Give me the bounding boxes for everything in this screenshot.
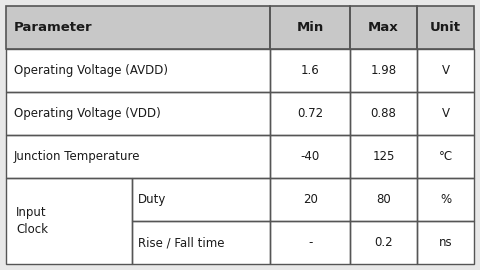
Bar (6, 178, 132, 264)
Bar (350, 6, 417, 49)
Bar (270, 178, 350, 221)
Text: Parameter: Parameter (14, 21, 92, 34)
Bar (6, 49, 270, 92)
Bar (417, 6, 474, 49)
Text: %: % (440, 193, 451, 206)
Text: Duty: Duty (138, 193, 166, 206)
Text: 1.98: 1.98 (371, 64, 396, 77)
Bar (132, 221, 270, 264)
Text: Max: Max (368, 21, 399, 34)
Bar (6, 6, 270, 49)
Bar (417, 221, 474, 264)
Bar (132, 221, 270, 264)
Bar (270, 6, 350, 49)
Text: V: V (442, 64, 450, 77)
Bar (270, 135, 350, 178)
Bar (270, 221, 350, 264)
Bar (417, 92, 474, 135)
Bar (417, 221, 474, 264)
Bar (270, 6, 350, 49)
Bar (132, 178, 270, 221)
Bar (417, 135, 474, 178)
Text: Unit: Unit (430, 21, 461, 34)
Text: V: V (442, 107, 450, 120)
Bar (417, 135, 474, 178)
Text: 0.72: 0.72 (297, 107, 324, 120)
Text: Input
Clock: Input Clock (16, 206, 48, 236)
Bar (417, 49, 474, 92)
Bar (270, 92, 350, 135)
Text: 0.88: 0.88 (371, 107, 396, 120)
Text: 80: 80 (376, 193, 391, 206)
Bar (350, 92, 417, 135)
Bar (270, 178, 350, 221)
Text: 20: 20 (303, 193, 318, 206)
Bar (270, 92, 350, 135)
Bar (350, 135, 417, 178)
Text: Junction Temperature: Junction Temperature (14, 150, 140, 163)
Text: Min: Min (297, 21, 324, 34)
Bar (417, 178, 474, 221)
Bar (6, 135, 270, 178)
Bar (350, 178, 417, 221)
Bar (417, 6, 474, 49)
Bar (350, 49, 417, 92)
Bar (6, 178, 132, 264)
Text: Operating Voltage (VDD): Operating Voltage (VDD) (14, 107, 160, 120)
Bar (6, 92, 270, 135)
Bar (270, 135, 350, 178)
Bar (350, 6, 417, 49)
Bar (270, 49, 350, 92)
Bar (417, 92, 474, 135)
Text: 0.2: 0.2 (374, 236, 393, 249)
Bar (350, 135, 417, 178)
Text: 125: 125 (372, 150, 395, 163)
Bar (350, 49, 417, 92)
Bar (350, 178, 417, 221)
Text: 1.6: 1.6 (301, 64, 320, 77)
Bar (6, 135, 270, 178)
Bar (6, 49, 270, 92)
Text: -: - (308, 236, 312, 249)
Bar (132, 178, 270, 221)
Bar (350, 221, 417, 264)
Text: -40: -40 (300, 150, 320, 163)
Bar (417, 49, 474, 92)
Bar (417, 178, 474, 221)
Text: Operating Voltage (AVDD): Operating Voltage (AVDD) (14, 64, 168, 77)
Bar (6, 92, 270, 135)
Bar (270, 221, 350, 264)
Bar (350, 92, 417, 135)
Bar (350, 221, 417, 264)
Bar (6, 6, 270, 49)
Text: ns: ns (439, 236, 453, 249)
Text: Rise / Fall time: Rise / Fall time (138, 236, 224, 249)
Bar (270, 49, 350, 92)
Text: °C: °C (439, 150, 453, 163)
